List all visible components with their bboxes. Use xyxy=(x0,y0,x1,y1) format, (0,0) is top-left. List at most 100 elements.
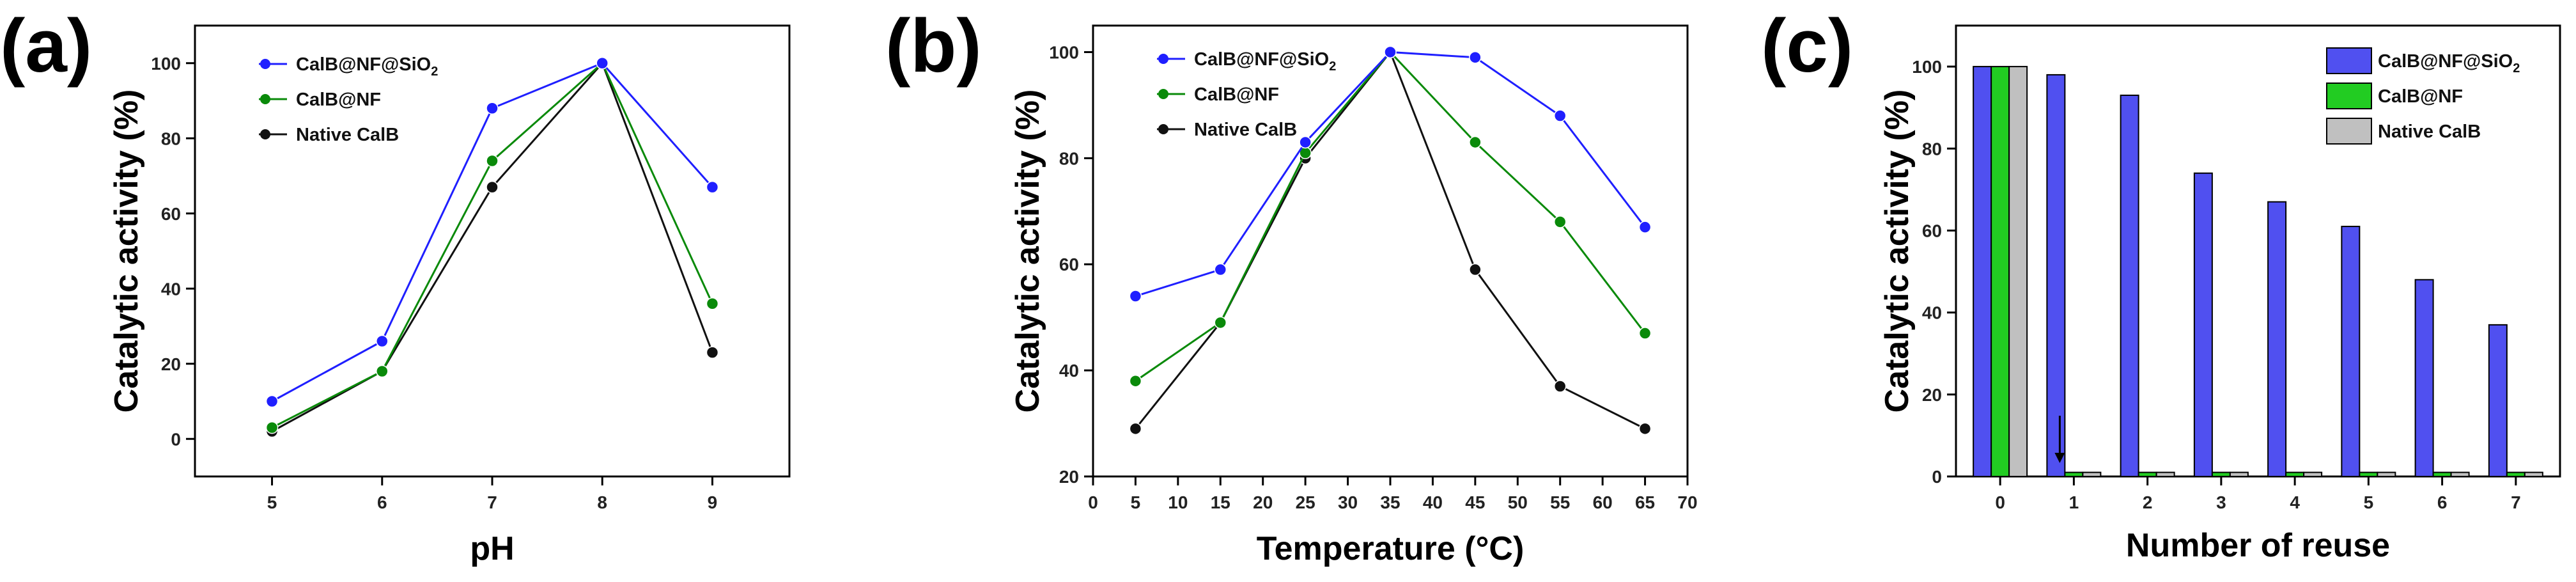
bar xyxy=(2120,94,2139,478)
x-tick-label: 6 xyxy=(2437,492,2448,512)
bar xyxy=(2414,279,2434,477)
y-tick-label: 40 xyxy=(1059,361,1079,381)
panel-label: (b) xyxy=(885,4,982,88)
bar xyxy=(2138,471,2157,477)
data-point xyxy=(1553,380,1567,393)
x-axis-label: Temperature (°C) xyxy=(1257,530,1525,567)
x-axis-label: pH xyxy=(470,530,514,567)
data-point xyxy=(1638,422,1652,436)
legend-label: Native CalB xyxy=(1194,120,1297,140)
bar xyxy=(2450,471,2470,477)
x-tick-label: 5 xyxy=(1131,492,1141,512)
x-tick-label: 45 xyxy=(1465,492,1485,512)
bar xyxy=(2082,471,2102,477)
panel-label: (c) xyxy=(1761,4,1853,88)
y-tick-label: 80 xyxy=(1922,139,1942,159)
bar xyxy=(2506,471,2526,477)
data-point xyxy=(1469,263,1482,276)
x-tick-label: 35 xyxy=(1380,492,1400,512)
series-line xyxy=(271,61,713,432)
plot-frame xyxy=(194,24,791,478)
data-point xyxy=(1469,136,1482,149)
y-tick-label: 60 xyxy=(1059,255,1079,274)
x-tick-label: 25 xyxy=(1296,492,1315,512)
x-tick-label: 60 xyxy=(1593,492,1613,512)
bar xyxy=(2488,324,2508,478)
legend-swatch xyxy=(2326,47,2372,74)
data-point xyxy=(1553,216,1567,228)
bar xyxy=(2046,74,2066,477)
y-tick-label: 20 xyxy=(1922,385,1942,405)
x-tick-label: 6 xyxy=(377,492,387,512)
data-point xyxy=(1129,374,1142,388)
bar xyxy=(1990,66,2010,478)
x-tick-label: 0 xyxy=(1995,492,2005,512)
bar xyxy=(2193,172,2213,477)
data-point xyxy=(1638,327,1652,340)
data-point xyxy=(706,297,719,310)
x-tick-label: 7 xyxy=(487,492,497,512)
bar xyxy=(2211,471,2231,477)
data-point xyxy=(1553,109,1567,122)
x-tick-label: 3 xyxy=(2216,492,2226,512)
y-tick-label: 20 xyxy=(1059,467,1079,487)
y-tick-label: 60 xyxy=(161,204,181,224)
data-point xyxy=(376,365,389,378)
x-tick-label: 0 xyxy=(1088,492,1098,512)
y-tick-label: 40 xyxy=(161,279,181,299)
panel-label: (a) xyxy=(0,4,92,88)
x-tick-label: 30 xyxy=(1338,492,1358,512)
bar xyxy=(2524,471,2543,477)
y-tick-label: 60 xyxy=(1922,221,1942,240)
bar xyxy=(2229,471,2249,477)
y-tick-label: 0 xyxy=(1932,467,1942,487)
bar xyxy=(2285,471,2305,477)
plot-frame xyxy=(1955,24,2561,478)
legend-label: CalB@NF xyxy=(2378,86,2463,107)
x-tick-label: 15 xyxy=(1211,492,1230,512)
bar xyxy=(2267,201,2287,477)
x-tick-label: 4 xyxy=(2290,492,2300,512)
x-tick-label: 70 xyxy=(1677,492,1697,512)
y-tick-label: 20 xyxy=(161,354,181,374)
legend-label: CalB@NF xyxy=(1194,84,1279,105)
legend-marker xyxy=(260,59,270,69)
y-axis-label: Catalytic activity (%) xyxy=(108,90,145,413)
annotation-arrow-head xyxy=(2054,453,2065,463)
legend-label: Native CalB xyxy=(296,125,399,145)
legend-label: CalB@NF@SiO2 xyxy=(2378,51,2520,75)
y-tick-label: 100 xyxy=(151,54,181,74)
data-point xyxy=(706,346,719,359)
y-axis-label: Catalytic activity (%) xyxy=(1009,90,1046,413)
data-point xyxy=(1638,221,1652,233)
data-point xyxy=(1129,422,1142,436)
x-tick-label: 55 xyxy=(1550,492,1570,512)
data-point xyxy=(596,57,609,70)
x-tick-label: 8 xyxy=(597,492,607,512)
data-point xyxy=(706,180,719,194)
bar xyxy=(1973,66,1992,478)
data-point xyxy=(1299,136,1312,149)
legend-marker xyxy=(1158,89,1168,99)
x-tick-label: 65 xyxy=(1635,492,1655,512)
bar xyxy=(2341,226,2361,477)
data-point xyxy=(486,154,499,168)
legend-marker xyxy=(1158,124,1168,134)
bar xyxy=(2008,66,2028,478)
data-point xyxy=(486,180,499,194)
x-tick-label: 20 xyxy=(1253,492,1273,512)
legend-marker xyxy=(1158,54,1168,64)
bar xyxy=(2359,471,2378,477)
series-line xyxy=(271,61,713,429)
data-point xyxy=(265,395,279,408)
data-point xyxy=(1214,316,1227,329)
data-point xyxy=(1384,45,1397,59)
legend-label: CalB@NF@SiO2 xyxy=(1194,49,1336,74)
y-axis-label: Catalytic activity (%) xyxy=(1879,90,1916,413)
x-tick-label: 5 xyxy=(2364,492,2374,512)
y-tick-label: 0 xyxy=(171,429,181,449)
x-tick-label: 40 xyxy=(1423,492,1443,512)
y-tick-label: 80 xyxy=(1059,148,1079,168)
